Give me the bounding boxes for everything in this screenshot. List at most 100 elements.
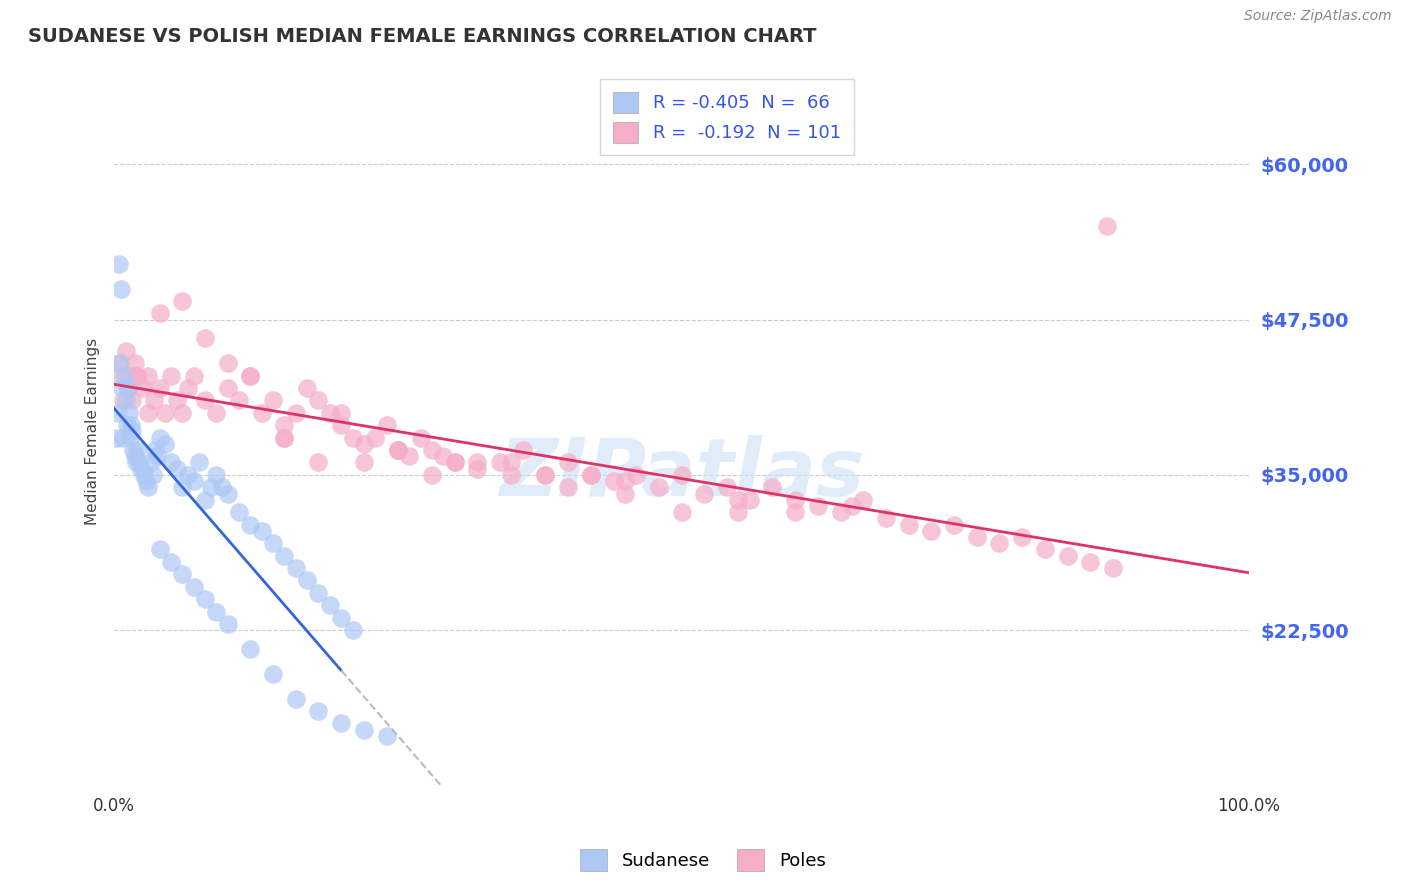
Point: [330, 611, 353, 625]
Point: [217, 617, 239, 632]
Point: [110, 368, 132, 383]
Point: [1095, 219, 1118, 234]
Point: [342, 623, 364, 637]
Point: [420, 467, 443, 482]
Point: [534, 467, 557, 482]
Point: [613, 474, 636, 488]
Point: [308, 586, 330, 600]
Point: [122, 443, 145, 458]
Point: [239, 517, 262, 532]
Point: [155, 437, 177, 451]
Point: [1056, 549, 1078, 563]
Point: [308, 393, 330, 408]
Point: [375, 729, 398, 743]
Point: [183, 580, 205, 594]
Point: [330, 418, 353, 433]
Point: [136, 406, 159, 420]
Point: [716, 480, 738, 494]
Point: [467, 461, 489, 475]
Point: [125, 368, 148, 383]
Point: [183, 474, 205, 488]
Point: [875, 511, 897, 525]
Point: [136, 368, 159, 383]
Point: [146, 450, 169, 464]
Point: [443, 455, 465, 469]
Point: [250, 406, 273, 420]
Point: [105, 431, 128, 445]
Point: [1078, 555, 1101, 569]
Point: [188, 455, 211, 469]
Point: [239, 368, 262, 383]
Point: [262, 393, 284, 408]
Point: [613, 486, 636, 500]
Point: [671, 467, 693, 482]
Text: SUDANESE VS POLISH MEDIAN FEMALE EARNINGS CORRELATION CHART: SUDANESE VS POLISH MEDIAN FEMALE EARNING…: [28, 27, 817, 45]
Point: [1102, 561, 1125, 575]
Point: [172, 406, 194, 420]
Point: [142, 467, 165, 482]
Point: [120, 431, 142, 445]
Point: [295, 574, 318, 588]
Point: [501, 455, 523, 469]
Point: [364, 431, 387, 445]
Point: [121, 393, 143, 408]
Point: [136, 480, 159, 494]
Point: [579, 467, 602, 482]
Point: [409, 431, 432, 445]
Point: [262, 666, 284, 681]
Point: [194, 492, 217, 507]
Point: [211, 480, 233, 494]
Point: [121, 425, 143, 439]
Point: [149, 306, 172, 320]
Point: [115, 418, 138, 433]
Point: [387, 443, 409, 458]
Point: [131, 381, 153, 395]
Point: [308, 704, 330, 718]
Point: [330, 406, 353, 420]
Point: [273, 431, 295, 445]
Point: [920, 524, 942, 538]
Point: [785, 492, 807, 507]
Point: [217, 356, 239, 370]
Point: [602, 474, 624, 488]
Point: [353, 437, 375, 451]
Point: [273, 418, 295, 433]
Point: [117, 381, 139, 395]
Point: [943, 517, 966, 532]
Point: [557, 455, 579, 469]
Point: [807, 499, 830, 513]
Point: [671, 505, 693, 519]
Point: [830, 505, 852, 519]
Point: [432, 450, 454, 464]
Point: [579, 467, 602, 482]
Point: [125, 368, 148, 383]
Text: Source: ZipAtlas.com: Source: ZipAtlas.com: [1244, 9, 1392, 23]
Point: [172, 480, 194, 494]
Point: [205, 406, 228, 420]
Text: ZIPatlas: ZIPatlas: [499, 435, 865, 513]
Point: [166, 393, 188, 408]
Point: [966, 530, 988, 544]
Point: [111, 381, 134, 395]
Point: [139, 455, 162, 469]
Point: [120, 368, 142, 383]
Point: [124, 356, 146, 370]
Point: [114, 343, 136, 358]
Point: [135, 474, 157, 488]
Point: [841, 499, 863, 513]
Point: [107, 257, 129, 271]
Point: [988, 536, 1011, 550]
Point: [284, 561, 307, 575]
Point: [387, 443, 409, 458]
Point: [172, 567, 194, 582]
Point: [557, 480, 579, 494]
Point: [648, 480, 671, 494]
Point: [239, 368, 262, 383]
Point: [375, 418, 398, 433]
Point: [177, 467, 200, 482]
Point: [727, 505, 749, 519]
Point: [284, 691, 307, 706]
Point: [273, 549, 295, 563]
Point: [107, 356, 129, 370]
Point: [897, 517, 920, 532]
